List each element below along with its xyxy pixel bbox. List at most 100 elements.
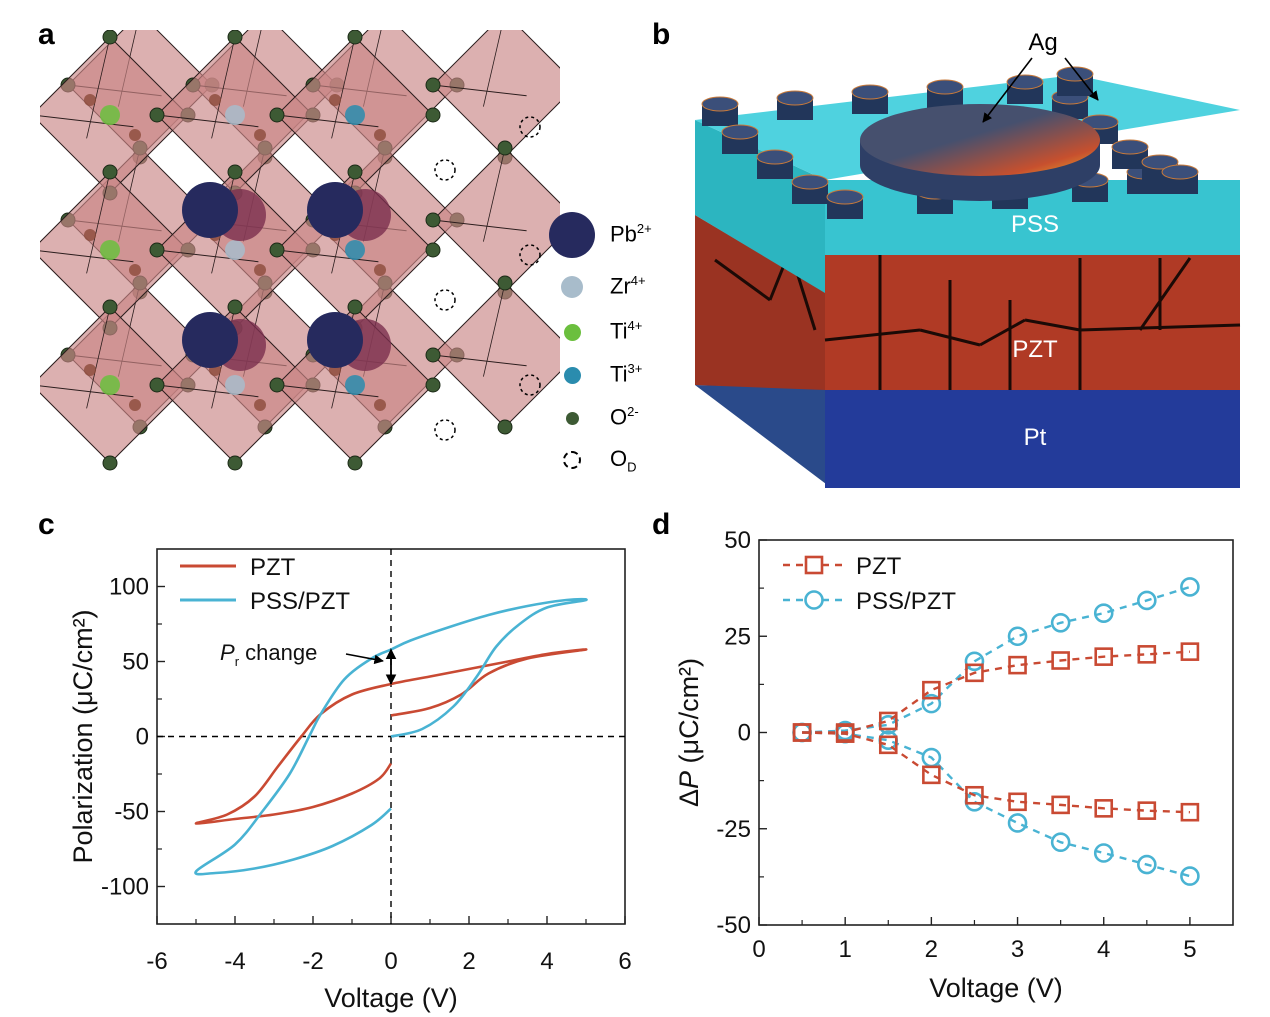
ag-pad — [1056, 66, 1094, 82]
data-point-square — [1094, 647, 1114, 666]
pss-side-left — [695, 120, 825, 293]
data-point-square — [965, 785, 984, 805]
y-tick-label: 0 — [738, 720, 751, 747]
pt-layer — [825, 388, 1240, 488]
oxygen-atom-inner — [254, 129, 266, 141]
octahedron-edge — [86, 306, 111, 409]
octahedron-edge — [276, 249, 379, 263]
octahedron-edge — [40, 115, 134, 128]
octahedron-edge — [483, 282, 506, 377]
octahedron-edge — [432, 354, 527, 367]
oxygen-atom — [102, 164, 118, 180]
oxygen-vacancy — [519, 374, 541, 396]
data-point-square — [1094, 799, 1114, 818]
ag-pad — [851, 84, 889, 100]
octahedron-edge — [276, 114, 379, 128]
oxygen-atom — [269, 377, 285, 393]
b-site-cation — [345, 375, 365, 395]
octahedron-back — [425, 275, 560, 435]
data-point-square — [878, 735, 898, 755]
oxygen-atom — [497, 419, 513, 435]
oxygen-atom-inner — [329, 94, 341, 106]
b-site-cation — [100, 105, 120, 125]
ag-pad — [701, 96, 739, 112]
octahedron-edge — [156, 384, 259, 398]
data-point-square — [878, 711, 898, 731]
atom-charge: 2+ — [636, 221, 652, 236]
ag-label: Ag — [1028, 29, 1057, 56]
data-point-square — [965, 663, 984, 683]
atom-label: Zr4+ — [610, 273, 646, 299]
oxygen-atom-inner — [254, 264, 266, 276]
crystal-legend: Pb2+ Zr4+ Ti4+ Ti3+ O2- OD — [548, 212, 668, 495]
oxygen-atom-inner — [374, 399, 386, 411]
octahedron-back — [425, 140, 560, 300]
data-point-circle — [1050, 612, 1071, 633]
crystal-legend-item: Zr4+ — [548, 267, 678, 307]
x-axis-label: Voltage (V) — [929, 973, 1063, 1003]
oxygen-atom-inner — [209, 94, 221, 106]
octahedron-edge — [40, 250, 134, 263]
oxygen-atom — [497, 275, 513, 291]
grain-boundary — [714, 258, 771, 302]
chart-d-delta-p: 0 1 2 3 4 5 -50 -25 0 25 50 Voltage (V) ΔP (μC/cm²) P… — [674, 527, 1234, 1003]
atom-label: OD — [610, 446, 637, 474]
panel-label-b: b — [652, 18, 671, 51]
oxygen-vacancy — [519, 244, 541, 266]
data-point-circle — [1180, 577, 1200, 597]
pb-atom — [182, 182, 238, 238]
octahedron-face — [432, 147, 560, 293]
crystal-legend-item: Ti3+ — [548, 355, 678, 395]
crystal-legend-item: Ti4+ — [548, 312, 678, 352]
data-point-square — [1137, 801, 1157, 820]
atom-swatch-icon — [563, 451, 581, 469]
series-line-pzt — [802, 731, 1190, 814]
oxygen-atom — [269, 242, 285, 258]
grain-boundary — [824, 328, 921, 342]
data-point-circle — [1093, 843, 1114, 863]
pss-label: PSS — [1011, 211, 1059, 238]
oxygen-vacancy — [519, 116, 541, 138]
octahedron-edge — [483, 147, 506, 242]
oxygen-atom — [269, 107, 285, 123]
y-axis-label: Polarization (μC/cm²) — [68, 609, 98, 863]
oxygen-vacancy — [434, 159, 456, 181]
octahedron-edge — [483, 30, 502, 107]
pt-label: Pt — [1024, 424, 1047, 451]
octahedron-edge — [276, 384, 379, 398]
pb-atom — [182, 312, 238, 368]
data-point-square — [1008, 792, 1027, 812]
oxygen-atom — [227, 299, 243, 315]
oxygen-atom-inner — [374, 129, 386, 141]
y-tick-label: -50 — [114, 799, 149, 826]
series-line-pzt — [802, 650, 1190, 734]
b-site-cation — [100, 240, 120, 260]
y-tick-label: 50 — [724, 527, 751, 554]
data-point-circle — [1180, 866, 1200, 886]
series-line-pss-pzt — [802, 585, 1191, 734]
oxygen-atom — [425, 212, 441, 228]
legend-marker-square — [804, 555, 824, 575]
hysteresis-curve-pzt — [194, 648, 588, 825]
oxygen-atom — [149, 377, 165, 393]
octahedron-edge — [331, 36, 356, 139]
pr-change-label: Pr change — [220, 640, 317, 669]
x-tick-label: 2 — [462, 948, 475, 975]
oxygen-atom — [347, 299, 363, 315]
ag-arrow — [1064, 57, 1099, 101]
pb-atom — [307, 312, 363, 368]
b-site-cation — [345, 240, 365, 260]
y-tick-label: 0 — [136, 724, 149, 751]
y-tick-label: 25 — [724, 623, 751, 650]
y-axis-label: ΔP (μC/cm²) — [674, 658, 704, 807]
data-point-square — [1137, 645, 1157, 664]
atom-symbol: Ti — [610, 318, 628, 344]
panel-label-c: c — [38, 508, 55, 541]
x-tick-label: 1 — [839, 936, 852, 963]
octahedron-edge — [156, 249, 259, 263]
atom-swatch-icon — [565, 411, 579, 425]
oxygen-atom — [102, 299, 118, 315]
oxygen-atom-inner — [129, 399, 141, 411]
atom-swatch-icon — [549, 212, 595, 258]
octahedron-back — [425, 30, 560, 165]
